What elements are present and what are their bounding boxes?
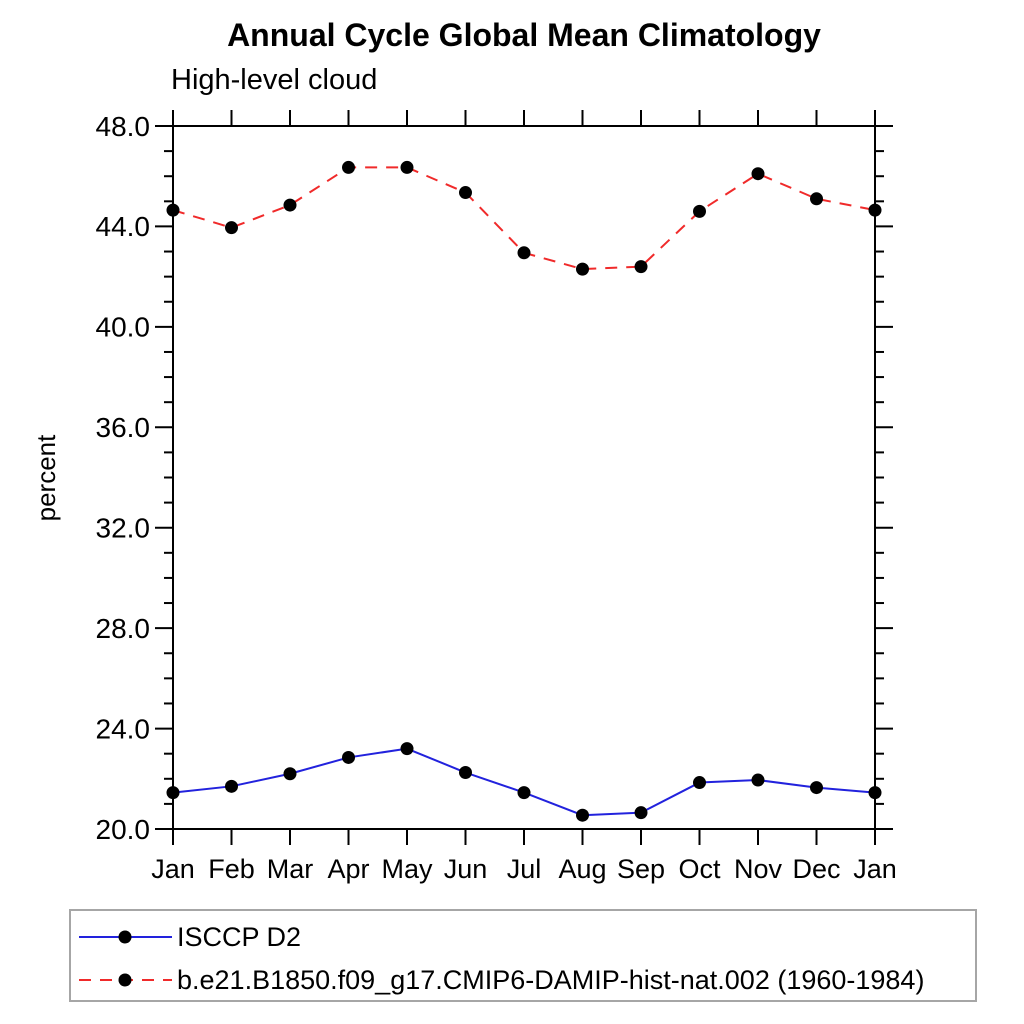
x-tick-label: Jun <box>444 854 488 884</box>
data-point-marker <box>751 167 765 181</box>
data-point-marker <box>868 786 882 800</box>
y-tick-label: 44.0 <box>96 211 151 242</box>
x-tick-label: Nov <box>734 854 783 884</box>
data-point-marker <box>693 776 706 790</box>
x-tick-label: Jan <box>853 854 897 884</box>
data-point-marker <box>693 204 706 218</box>
x-tick-label: May <box>381 854 433 884</box>
data-point-marker <box>576 808 589 822</box>
legend-label: b.e21.B1850.f09_g17.CMIP6-DAMIP-hist-nat… <box>177 965 925 995</box>
y-tick-label: 36.0 <box>96 412 151 443</box>
data-point-marker <box>400 742 414 756</box>
y-tick-label: 20.0 <box>96 814 151 845</box>
data-point-marker <box>868 203 882 217</box>
x-tick-label: Oct <box>678 854 721 884</box>
x-tick-label: Aug <box>558 854 606 884</box>
y-axis-title: percent <box>31 434 61 521</box>
y-tick-label: 28.0 <box>96 613 151 644</box>
chart-subtitle: High-level cloud <box>171 64 378 96</box>
y-tick-label: 32.0 <box>96 513 151 544</box>
x-tick-label: Feb <box>208 854 255 884</box>
legend-label: ISCCP D2 <box>177 922 302 952</box>
data-point-marker <box>166 203 180 217</box>
data-point-marker <box>225 221 238 235</box>
data-point-marker <box>225 779 238 793</box>
legend-box: ISCCP D2 b.e21.B1850.f09_g17.CMIP6-DAMIP… <box>69 909 977 1002</box>
data-point-marker <box>342 750 355 764</box>
legend-item-isccp: ISCCP D2 <box>77 923 301 951</box>
legend-line-sample-solid <box>79 930 172 944</box>
data-point-marker <box>634 806 648 820</box>
y-tick-label: 40.0 <box>96 312 151 343</box>
data-point-marker <box>459 186 472 200</box>
plot-frame <box>172 125 876 830</box>
data-point-marker <box>283 198 297 212</box>
data-point-marker <box>283 767 297 781</box>
x-tick-label: Apr <box>327 854 369 884</box>
x-tick-label: Jul <box>507 854 542 884</box>
legend-line-sample-dashed <box>79 973 172 987</box>
chart-title: Annual Cycle Global Mean Climatology <box>227 17 821 53</box>
data-point-marker <box>576 262 589 276</box>
data-point-marker <box>810 781 823 795</box>
data-point-marker <box>517 246 531 260</box>
data-point-marker <box>459 766 472 780</box>
data-point-marker <box>166 786 180 800</box>
x-tick-label: Sep <box>617 854 665 884</box>
data-point-marker <box>810 192 823 206</box>
y-tick-label: 24.0 <box>96 713 151 744</box>
x-tick-label: Dec <box>792 854 840 884</box>
data-point-marker <box>342 160 355 174</box>
x-tick-label: Mar <box>267 854 314 884</box>
series-line-0 <box>172 747 876 817</box>
y-tick-label: 48.0 <box>96 111 151 142</box>
x-tick-label: Jan <box>151 854 195 884</box>
data-point-marker <box>517 786 531 800</box>
plot-area: 20.0 24.0 28.0 32.0 36.0 40.0 44.0 48.0 Jan Feb Ma… <box>31 110 897 884</box>
data-point-marker <box>634 260 648 274</box>
legend-sample-marker-icon <box>118 973 132 987</box>
data-point-marker <box>400 160 414 174</box>
legend-sample-marker-icon <box>118 930 132 944</box>
data-point-marker <box>751 773 765 787</box>
legend-item-model: b.e21.B1850.f09_g17.CMIP6-DAMIP-hist-nat… <box>77 966 924 994</box>
